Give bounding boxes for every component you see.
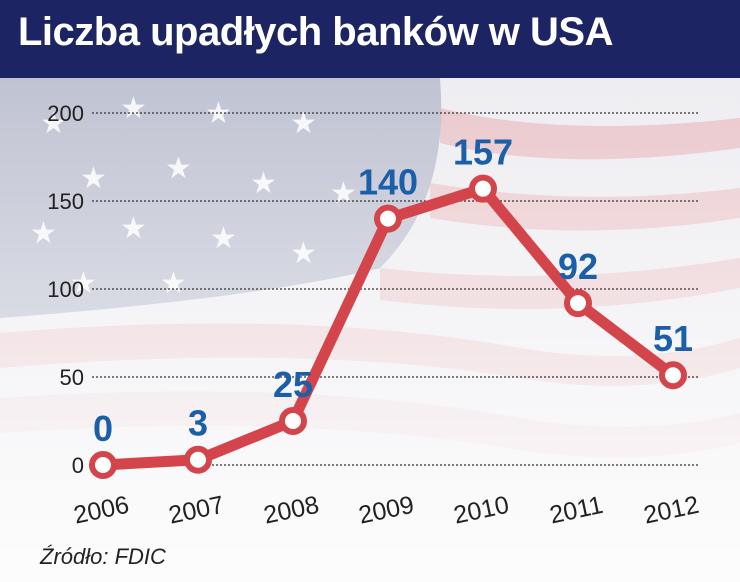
value-label: 157	[453, 132, 513, 173]
value-label: 92	[558, 246, 598, 287]
x-tick-label: 2010	[451, 491, 511, 530]
y-tick-label: 50	[60, 365, 84, 390]
x-tick-label: 2009	[356, 491, 416, 530]
y-tick-label: 100	[47, 277, 84, 302]
value-label: 0	[93, 408, 113, 449]
y-tick-label: 0	[72, 453, 84, 478]
x-tick-label: 2006	[71, 491, 131, 530]
data-point-2011	[564, 289, 592, 318]
source-note: Źródło: FDIC	[40, 544, 166, 569]
data-point-2007	[184, 445, 212, 474]
data-point-2012	[659, 361, 687, 390]
chart-title: Liczba upadłych banków w USA	[18, 10, 613, 54]
data-point-2009	[374, 204, 402, 233]
y-tick-label: 150	[47, 189, 84, 214]
x-tick-label: 2007	[166, 491, 226, 530]
value-label: 140	[358, 162, 418, 203]
value-label: 25	[273, 364, 313, 405]
value-label: 51	[653, 318, 693, 359]
x-tick-label: 2008	[261, 491, 321, 530]
data-point-2006	[89, 451, 117, 479]
value-label: 3	[188, 403, 208, 444]
y-tick-label: 200	[47, 101, 84, 126]
header-bar: Liczba upadłych banków w USA	[0, 0, 740, 78]
data-point-2010	[469, 174, 497, 203]
x-tick-label: 2012	[641, 491, 701, 530]
data-point-2008	[279, 407, 307, 435]
x-tick-label: 2011	[547, 491, 605, 530]
